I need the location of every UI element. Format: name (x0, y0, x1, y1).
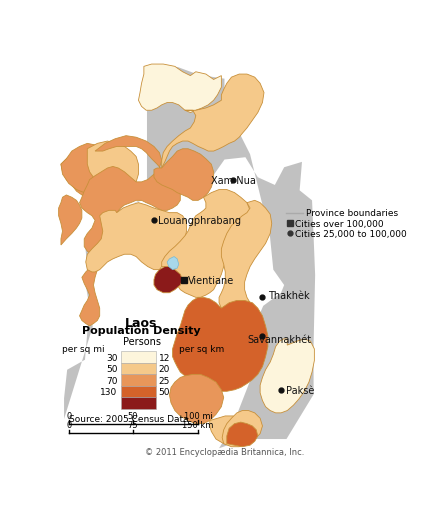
Bar (120, 398, 155, 409)
Polygon shape (86, 203, 187, 272)
Polygon shape (210, 416, 247, 445)
Polygon shape (167, 257, 179, 270)
Text: Vientiane: Vientiane (188, 275, 234, 285)
Text: © 2011 Encyclopædia Britannica, Inc.: © 2011 Encyclopædia Britannica, Inc. (145, 447, 304, 456)
Bar (120, 363, 155, 375)
Polygon shape (162, 75, 264, 168)
Polygon shape (219, 201, 272, 319)
Text: Paksè: Paksè (286, 385, 314, 395)
Text: Xam Nua: Xam Nua (211, 175, 256, 185)
Polygon shape (59, 195, 82, 245)
Polygon shape (154, 150, 214, 201)
Text: per sq mi: per sq mi (63, 344, 105, 353)
Text: 0: 0 (66, 411, 71, 420)
Text: 30: 30 (106, 353, 117, 362)
Bar (120, 386, 155, 398)
Text: Thakhèk: Thakhèk (268, 291, 310, 300)
Text: 25: 25 (159, 376, 170, 385)
Polygon shape (61, 150, 107, 198)
Text: 12: 12 (159, 353, 170, 362)
Polygon shape (87, 142, 138, 190)
Text: 130: 130 (100, 387, 117, 397)
Text: Louangphrabang: Louangphrabang (158, 216, 241, 226)
Text: Savannakhét: Savannakhét (247, 334, 311, 344)
Polygon shape (222, 411, 262, 447)
Text: Population Density: Population Density (82, 325, 201, 335)
Text: per sq km: per sq km (179, 344, 224, 353)
Polygon shape (61, 144, 107, 193)
Text: 0: 0 (66, 420, 71, 429)
Polygon shape (64, 68, 315, 448)
Bar (120, 352, 155, 363)
Text: 100 mi: 100 mi (184, 411, 212, 420)
Text: Cities over 100,000: Cities over 100,000 (295, 219, 384, 229)
Text: 20: 20 (159, 364, 170, 374)
Polygon shape (173, 298, 268, 391)
Text: 150 km: 150 km (183, 420, 214, 429)
Polygon shape (162, 190, 250, 298)
Text: Cities 25,000 to 100,000: Cities 25,000 to 100,000 (295, 230, 407, 239)
Text: Persons: Persons (123, 336, 161, 346)
Text: Source: 2005 Census Data: Source: 2005 Census Data (69, 415, 188, 423)
Text: 50: 50 (106, 364, 117, 374)
Text: Laos: Laos (125, 316, 158, 329)
Text: Province boundaries: Province boundaries (306, 209, 398, 218)
Polygon shape (138, 65, 221, 114)
Text: 50: 50 (128, 411, 138, 420)
Text: 50: 50 (159, 387, 170, 397)
Polygon shape (154, 267, 183, 293)
Polygon shape (80, 136, 180, 326)
Polygon shape (260, 340, 314, 413)
Text: 70: 70 (106, 376, 117, 385)
Text: 75: 75 (128, 420, 138, 429)
Polygon shape (170, 375, 224, 424)
Bar (120, 375, 155, 386)
Polygon shape (227, 422, 258, 447)
